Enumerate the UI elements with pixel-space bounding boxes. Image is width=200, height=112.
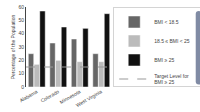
svg-text:Minnesota: Minnesota (59, 88, 82, 105)
svg-text:Percentage of the Population: Percentage of the Population (10, 15, 16, 80)
svg-text:Target Level forBMI ≥ 25: Target Level forBMI ≥ 25 (154, 73, 189, 86)
svg-text:30: 30 (18, 44, 24, 50)
svg-text:20: 20 (18, 57, 24, 63)
svg-text:0: 0 (21, 84, 24, 90)
svg-text:18.5 ≤ BMI < 25: 18.5 ≤ BMI < 25 (154, 38, 190, 44)
svg-text:60: 60 (18, 4, 24, 10)
svg-text:10: 10 (18, 70, 24, 76)
svg-text:West Virginia: West Virginia (75, 88, 104, 108)
svg-text:Alabama: Alabama (18, 88, 38, 103)
svg-text:Colorado: Colorado (39, 88, 60, 103)
svg-text:50: 50 (18, 17, 24, 23)
svg-text:BMI ≥ 25: BMI ≥ 25 (154, 57, 174, 63)
svg-text:40: 40 (18, 30, 24, 36)
svg-text:BMI < 18.5: BMI < 18.5 (154, 19, 179, 25)
